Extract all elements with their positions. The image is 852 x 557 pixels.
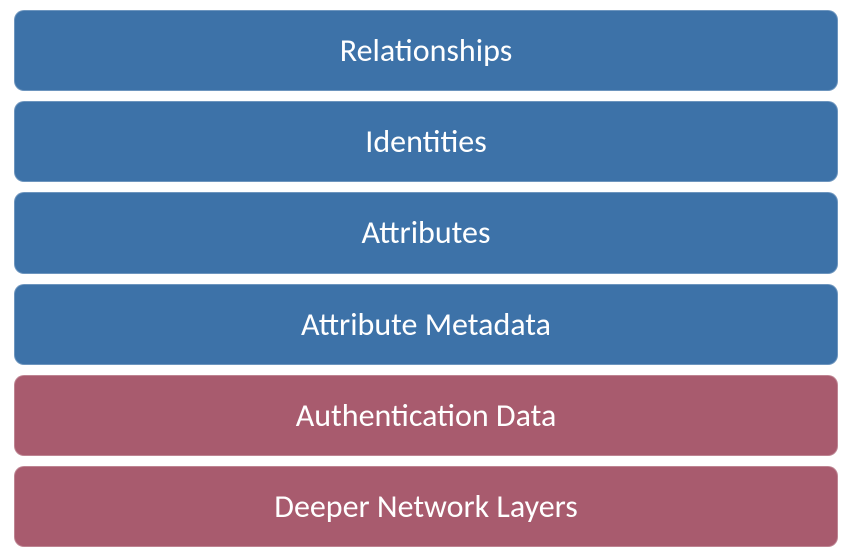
layer-label: Authentication Data [296, 396, 557, 435]
layer-label: Deeper Network Layers [274, 487, 578, 526]
layer-deeper-network-layers: Deeper Network Layers [14, 466, 838, 547]
layer-label: Attributes [362, 213, 491, 252]
layer-relationships: Relationships [14, 10, 838, 91]
layer-attribute-metadata: Attribute Metadata [14, 284, 838, 365]
layer-label: Attribute Metadata [301, 305, 551, 344]
layer-label: Relationships [340, 31, 512, 70]
layer-attributes: Attributes [14, 192, 838, 273]
layer-identities: Identities [14, 101, 838, 182]
layer-label: Identities [365, 122, 486, 161]
layer-authentication-data: Authentication Data [14, 375, 838, 456]
